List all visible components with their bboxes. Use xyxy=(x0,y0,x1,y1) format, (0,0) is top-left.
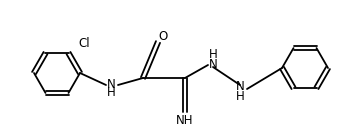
Text: N: N xyxy=(209,58,217,71)
Text: N: N xyxy=(236,80,244,94)
Text: NH: NH xyxy=(176,113,194,127)
Text: Cl: Cl xyxy=(79,37,90,50)
Text: O: O xyxy=(158,30,168,43)
Text: H: H xyxy=(209,48,217,62)
Text: N: N xyxy=(107,78,115,91)
Text: H: H xyxy=(236,91,244,104)
Text: H: H xyxy=(107,87,115,99)
